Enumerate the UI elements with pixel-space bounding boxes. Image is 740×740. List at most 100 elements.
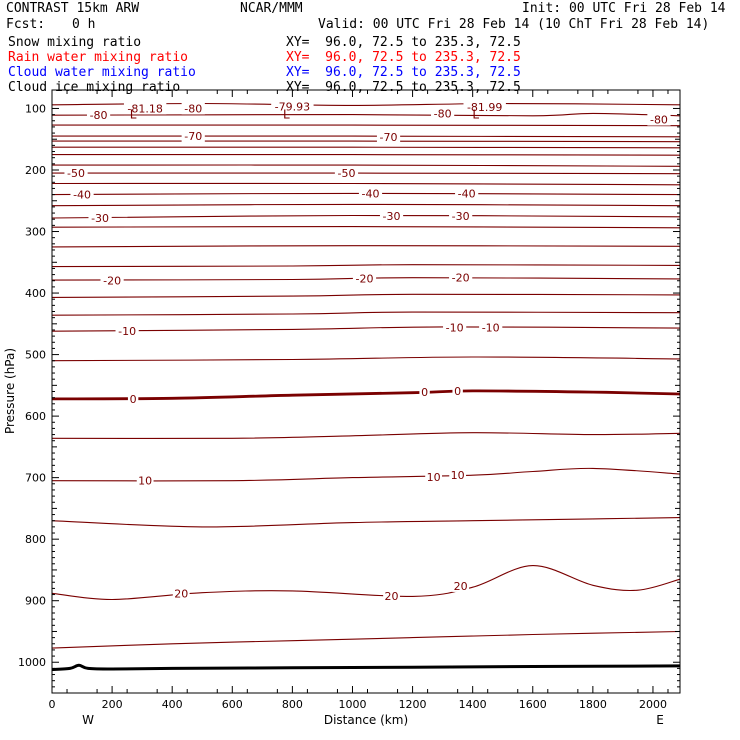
contour-label-bg: [455, 187, 479, 200]
contour-label: -30: [383, 210, 401, 223]
contour-label-bg: [172, 587, 190, 600]
contour-label-bg: [115, 325, 139, 338]
contour-label-bg: [452, 384, 463, 397]
contour-label: -20: [103, 275, 121, 288]
contour-label-bg: [479, 321, 503, 334]
field-xy-cloud-water: XY= 96.0, 72.5 to 235.3, 72.5: [286, 65, 521, 80]
contour-label: -81.18: [127, 102, 162, 115]
contour-label-bg: [449, 469, 467, 482]
y-tick-label: 500: [25, 349, 46, 362]
contour-label: 0: [421, 386, 428, 399]
isotherm-minus-35: [51, 203, 681, 207]
contour-label: -10: [482, 322, 500, 335]
y-axis-label: Pressure (hPa): [3, 348, 17, 434]
contour-label-bg: [352, 272, 377, 285]
contour-label: -50: [67, 167, 85, 180]
isotherm-minus-15: [51, 311, 681, 316]
contour-label-bg: [271, 100, 314, 113]
field-label-cloud-ice: Cloud ice mixing ratio: [8, 80, 181, 95]
isotherm-minus-80: [51, 112, 681, 117]
contour-label: -79.93: [275, 101, 310, 114]
contour-label-bg: [379, 210, 404, 223]
contour-label: 0: [454, 385, 461, 398]
contour-label: -20: [356, 272, 374, 285]
contour-labels: -80-81.18 -80 -79.93-80 -81.99-80-70 -70-50-…: [64, 100, 671, 603]
isotherm-minus-30: [51, 226, 681, 229]
contour-label-bg: [100, 274, 124, 287]
contour-label-bg: [88, 211, 112, 224]
isotherm-0: [51, 389, 681, 401]
x-tick-label: 1800: [579, 698, 607, 711]
contour-label: 20: [454, 580, 468, 593]
contour-label-bg: [334, 167, 359, 180]
y-tick-label: 900: [25, 595, 46, 608]
contour-label-bg: [181, 102, 205, 115]
contour-label: 10: [138, 475, 152, 488]
contour-label: -10: [118, 325, 136, 338]
x-tick-label: 1400: [459, 698, 487, 711]
isotherm-minus-40: [51, 192, 681, 196]
x-tick-label: 1200: [399, 698, 427, 711]
isotherm-minus-30: [51, 214, 681, 219]
low-marker: L: [283, 107, 290, 121]
contour-label: -70: [380, 131, 398, 144]
isotherm-minus-10: [51, 326, 681, 332]
contour-label-bg: [123, 102, 167, 115]
contour-label: -80: [90, 109, 108, 122]
isotherm-minus-5: [51, 356, 681, 362]
contour-label: -40: [362, 187, 380, 200]
y-tick-label: 300: [25, 226, 46, 239]
contour-label: -80: [434, 107, 452, 120]
contour-label: -30: [452, 210, 470, 223]
y-tick-label: 700: [25, 472, 46, 485]
y-tick-label: 600: [25, 410, 46, 423]
forecast-hour: 0 h: [72, 17, 96, 32]
isotherm-minus-45: [51, 182, 681, 186]
contour-label-bg: [449, 210, 473, 223]
model-title: CONTRAST 15km ARW: [6, 1, 140, 16]
isotherm-minus-65: [51, 154, 681, 156]
contour-label-bg: [419, 386, 430, 399]
y-tick-label: 1000: [18, 656, 46, 669]
x-tick-label: 1600: [519, 698, 547, 711]
valid-time: Valid: 00 UTC Fri 28 Feb 14 (10 ChT Fri …: [318, 17, 710, 32]
contour-label-bg: [127, 392, 139, 405]
isotherm-minus-25: [51, 245, 681, 248]
field-xy-snow: XY= 96.0, 72.5 to 235.3, 72.5: [286, 35, 521, 50]
contour-label-bg: [463, 101, 506, 114]
field-xy-rain: XY= 96.0, 72.5 to 235.3, 72.5: [286, 50, 521, 65]
contour-label-bg: [425, 471, 443, 484]
contour-label: -80: [184, 102, 202, 115]
x-tick-label: 400: [162, 698, 183, 711]
isotherm-contours: [51, 102, 681, 649]
x-tick-label: 800: [282, 698, 303, 711]
isotherm-5: [51, 432, 681, 440]
contour-label: 10: [451, 469, 465, 482]
contour-label: 10: [427, 471, 441, 484]
isotherm-minus-50: [51, 172, 681, 175]
x-tick-label: 600: [222, 698, 243, 711]
terrain-line: [51, 663, 681, 672]
x-tick-label: 0: [49, 698, 56, 711]
field-label-snow: Snow mixing ratio: [8, 35, 142, 50]
isotherm-minus-20: [51, 264, 681, 268]
contour-label-bg: [376, 130, 401, 143]
contour-label-bg: [181, 130, 205, 143]
x-tick-label: 200: [102, 698, 123, 711]
isotherm-15: [51, 517, 681, 528]
contour-label-bg: [383, 589, 400, 602]
contour-label: -30: [91, 212, 109, 225]
isotherm-minus-70: [51, 140, 681, 143]
field-label-rain: Rain water mixing ratio: [8, 50, 189, 65]
contour-label-bg: [136, 474, 154, 487]
contour-label-bg: [452, 579, 470, 592]
low-marker: L: [472, 107, 479, 121]
isotherm-20: [51, 565, 681, 601]
init-time: Init: 00 UTC Fri 28 Feb 14: [522, 1, 726, 16]
isotherm-minus-75: [51, 124, 681, 127]
contour-label-bg: [449, 271, 473, 284]
isotherm-minus-70: [51, 146, 681, 149]
